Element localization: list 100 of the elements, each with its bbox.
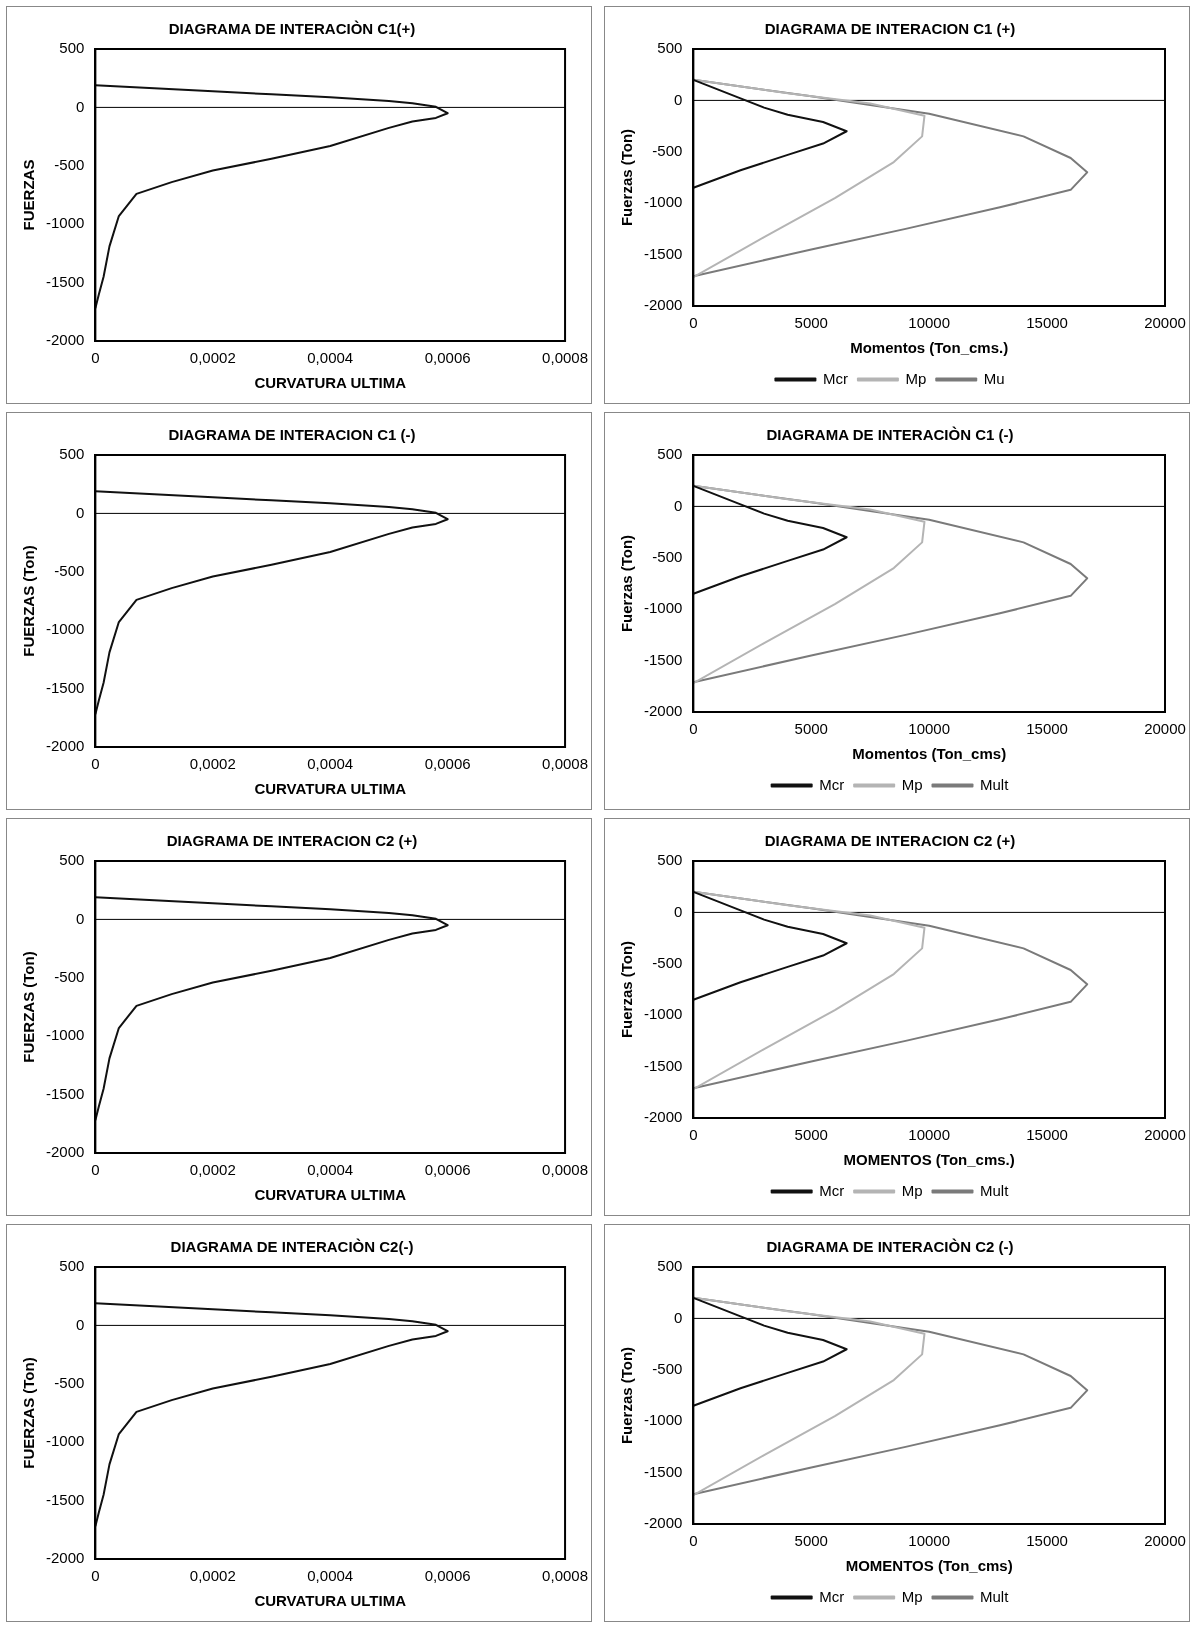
y-tick-label: -1000 xyxy=(643,1411,683,1429)
x-tick-label: 0 xyxy=(91,1161,100,1179)
legend-label: Mcr xyxy=(819,1587,845,1605)
y-tick-label: -500 xyxy=(652,953,683,971)
x-tick-label: 20000 xyxy=(1144,314,1186,332)
legend-label: Mult xyxy=(980,775,1010,793)
x-tick-label: 5000 xyxy=(794,1126,828,1144)
y-tick-label: -500 xyxy=(54,155,85,173)
y-tick-label: -1000 xyxy=(45,214,85,232)
y-tick-label: -1500 xyxy=(643,1462,683,1480)
y-axis-title: Fuerzas (Ton) xyxy=(618,1346,636,1445)
y-tick-label: 500 xyxy=(59,1257,85,1275)
y-axis-title: FUERZAS (Ton) xyxy=(20,951,38,1063)
y-tick-label: -500 xyxy=(54,1373,85,1391)
x-tick-label: 15000 xyxy=(1026,1126,1068,1144)
x-tick-label: 0,0002 xyxy=(189,755,236,773)
y-tick-label: 500 xyxy=(657,851,683,869)
x-tick-label: 10000 xyxy=(908,720,951,738)
y-tick-label: -500 xyxy=(652,1359,683,1377)
y-tick-label: 0 xyxy=(76,909,85,927)
y-tick-label: -500 xyxy=(54,561,85,579)
y-tick-label: 0 xyxy=(76,503,85,521)
x-tick-label: 0 xyxy=(689,720,698,738)
y-axis-title: Fuerzas (Ton) xyxy=(618,534,636,633)
x-tick-label: 0,0008 xyxy=(542,755,589,773)
y-tick-label: -1500 xyxy=(45,272,85,290)
y-tick-label: 500 xyxy=(59,851,85,869)
x-tick-label: 0,0004 xyxy=(307,755,354,773)
chart-title: DIAGRAMA DE INTERACIÒN C1(+) xyxy=(168,20,416,38)
x-axis-title: CURVATURA ULTIMA xyxy=(254,1592,407,1610)
x-axis-title: CURVATURA ULTIMA xyxy=(254,374,407,392)
x-tick-label: 0,0004 xyxy=(307,1567,354,1585)
y-tick-label: -1500 xyxy=(45,678,85,696)
x-tick-label: 0,0002 xyxy=(189,1161,236,1179)
chart-title: DIAGRAMA DE INTERACIÒN C2 (-) xyxy=(766,1238,1014,1256)
x-tick-label: 15000 xyxy=(1026,1532,1068,1550)
y-axis-title: Fuerzas (Ton) xyxy=(618,940,636,1039)
x-tick-label: 20000 xyxy=(1144,1532,1186,1550)
y-tick-label: -1500 xyxy=(643,244,683,262)
x-tick-label: 15000 xyxy=(1026,720,1068,738)
x-tick-label: 20000 xyxy=(1144,1126,1186,1144)
y-tick-label: 500 xyxy=(657,39,683,57)
y-tick-label: -2000 xyxy=(45,1549,85,1567)
x-tick-label: 0,0008 xyxy=(542,349,589,367)
x-tick-label: 0,0002 xyxy=(189,1567,236,1585)
x-tick-label: 0 xyxy=(91,1567,100,1585)
y-tick-label: 500 xyxy=(59,445,85,463)
x-tick-label: 0,0006 xyxy=(424,349,471,367)
x-tick-label: 0,0008 xyxy=(542,1567,589,1585)
chart-title: DIAGRAMA DE INTERACIÒN C1 (-) xyxy=(766,426,1014,444)
x-tick-label: 0 xyxy=(689,1532,698,1550)
x-axis-title: CURVATURA ULTIMA xyxy=(254,1186,407,1204)
legend-label: Mp xyxy=(901,1181,923,1199)
x-tick-label: 0,0008 xyxy=(542,1161,589,1179)
y-tick-label: -1500 xyxy=(643,650,683,668)
x-tick-label: 10000 xyxy=(908,1532,951,1550)
y-tick-label: -1500 xyxy=(45,1084,85,1102)
x-tick-label: 0 xyxy=(689,1126,698,1144)
x-tick-label: 0,0006 xyxy=(424,1567,471,1585)
x-tick-label: 0,0006 xyxy=(424,755,471,773)
x-axis-title: MOMENTOS (Ton_cms) xyxy=(845,1557,1013,1575)
x-axis-title: CURVATURA ULTIMA xyxy=(254,780,407,798)
y-tick-label: -500 xyxy=(54,967,85,985)
legend-label: Mp xyxy=(901,775,923,793)
x-tick-label: 20000 xyxy=(1144,720,1186,738)
y-axis-title: FUERZAS xyxy=(20,159,38,231)
legend-label: Mp xyxy=(901,1587,923,1605)
y-tick-label: -1000 xyxy=(643,1005,683,1023)
x-axis-title: Momentos (Ton_cms.) xyxy=(850,339,1009,357)
x-tick-label: 5000 xyxy=(794,1532,828,1550)
x-axis-title: Momentos (Ton_cms) xyxy=(852,745,1007,763)
y-tick-label: -1000 xyxy=(643,193,683,211)
x-tick-label: 15000 xyxy=(1026,314,1068,332)
y-tick-label: -500 xyxy=(652,547,683,565)
y-tick-label: 0 xyxy=(76,1315,85,1333)
x-tick-label: 0 xyxy=(91,349,100,367)
legend-label: Mp xyxy=(905,369,927,387)
y-tick-label: 500 xyxy=(657,1257,683,1275)
legend-label: Mcr xyxy=(822,369,848,387)
x-tick-label: 10000 xyxy=(908,1126,951,1144)
y-tick-label: -500 xyxy=(652,141,683,159)
y-tick-label: 0 xyxy=(674,90,683,108)
chart-title: DIAGRAMA DE INTERACION C2 (+) xyxy=(764,832,1016,850)
x-tick-label: 0,0004 xyxy=(307,349,354,367)
y-tick-label: -2000 xyxy=(45,331,85,349)
y-tick-label: 0 xyxy=(76,97,85,115)
y-tick-label: -1500 xyxy=(643,1056,683,1074)
x-axis-title: MOMENTOS (Ton_cms.) xyxy=(843,1151,1015,1169)
x-tick-label: 0,0004 xyxy=(307,1161,354,1179)
y-tick-label: -2000 xyxy=(45,737,85,755)
y-tick-label: 0 xyxy=(674,496,683,514)
chart-title: DIAGRAMA DE INTERACION C1 (-) xyxy=(168,426,416,444)
x-tick-label: 5000 xyxy=(794,314,828,332)
y-tick-label: 0 xyxy=(674,1308,683,1326)
y-tick-label: -1000 xyxy=(643,599,683,617)
legend-label: Mcr xyxy=(819,775,845,793)
y-tick-label: -2000 xyxy=(643,296,683,314)
y-tick-label: 0 xyxy=(674,902,683,920)
y-axis-title: FUERZAS (Ton) xyxy=(20,1357,38,1469)
legend-label: Mult xyxy=(980,1181,1010,1199)
